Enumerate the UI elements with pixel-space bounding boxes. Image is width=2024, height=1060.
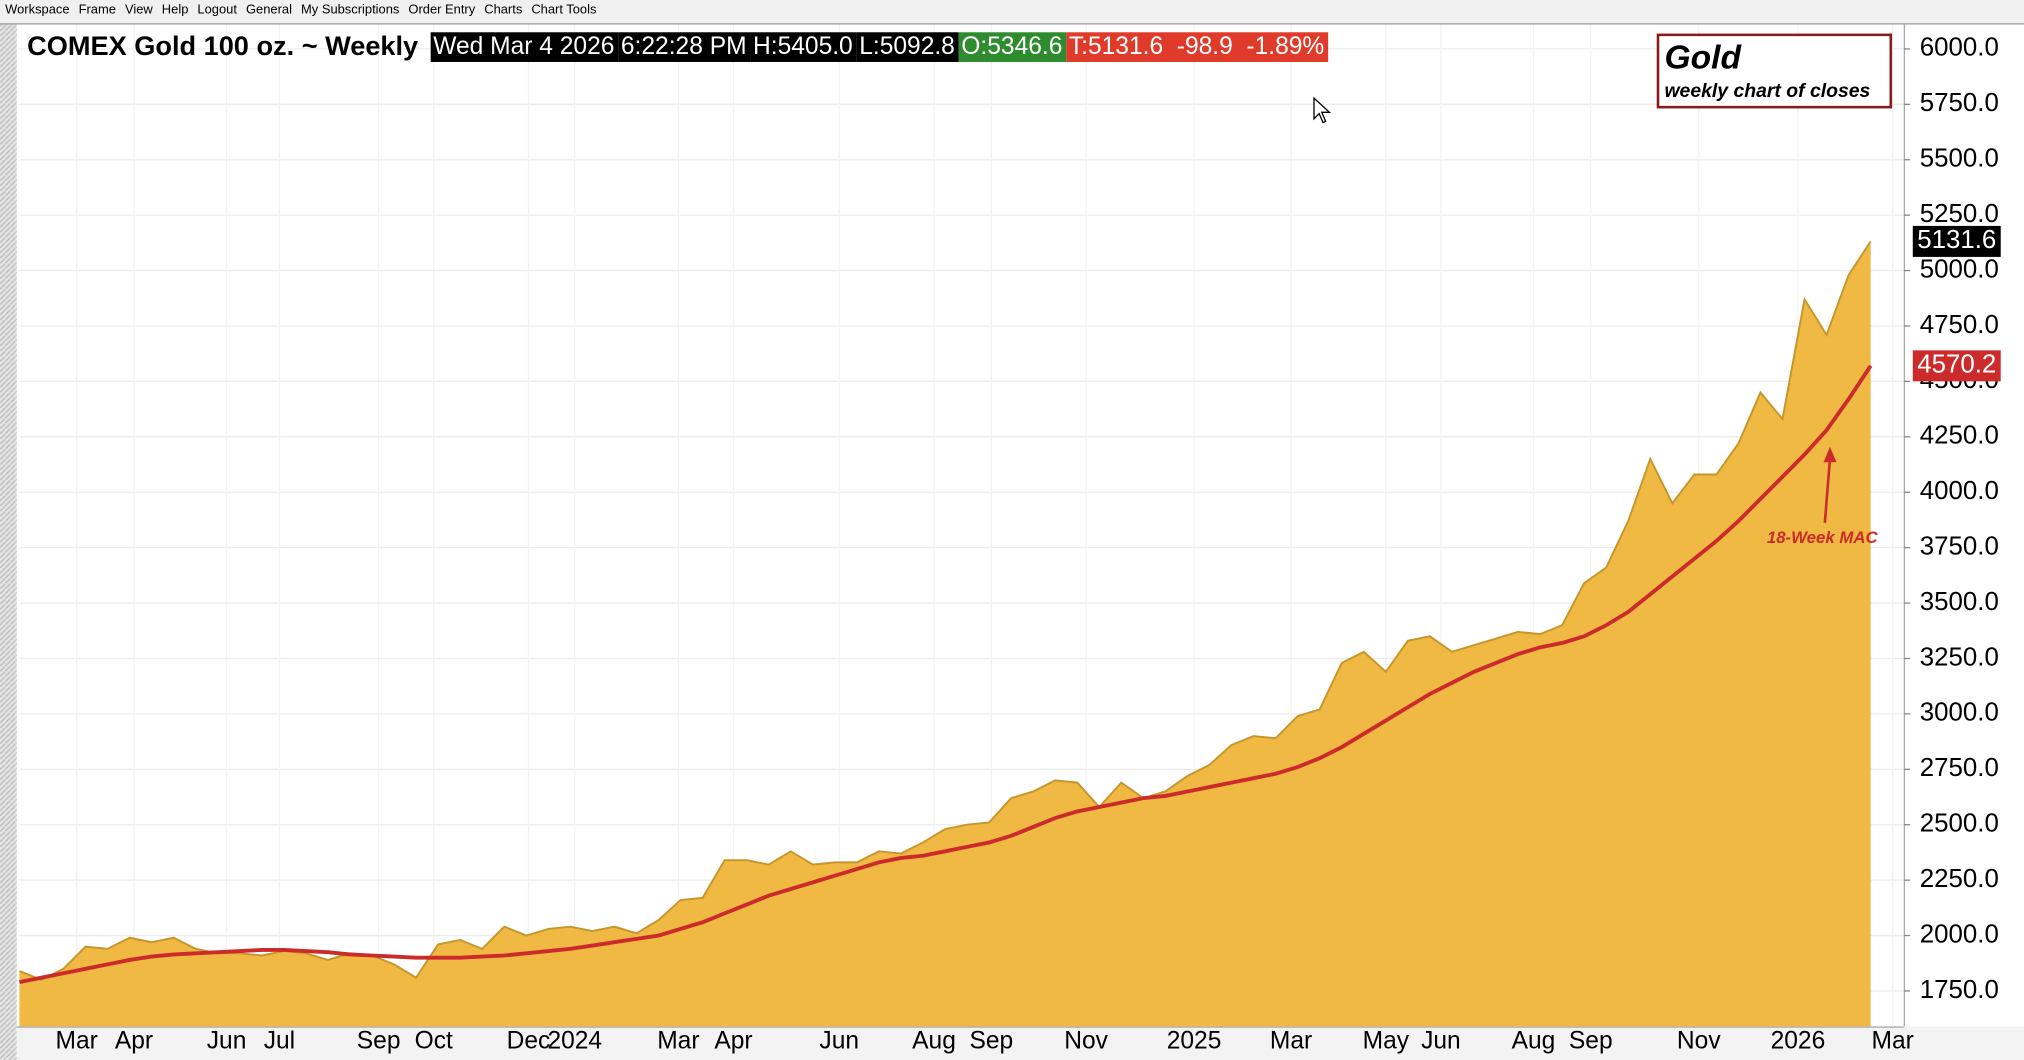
x-tick-label: Sep (357, 1027, 401, 1054)
price-axis (1903, 24, 2024, 1060)
x-tick-label: Apr (714, 1027, 752, 1054)
price-label: 4570.2 (1917, 351, 1996, 379)
close-line (19, 240, 1872, 981)
ma-line (19, 364, 1873, 984)
y-tick-label: 1750.0 (1920, 976, 1999, 1004)
menu-item[interactable]: Help (162, 2, 189, 17)
menu-item[interactable]: Workspace (5, 2, 69, 17)
quote-box (1066, 32, 1329, 62)
y-tick-label: 6000.0 (1920, 34, 1999, 62)
price-label: 5131.6 (1917, 226, 1996, 254)
quote-box (750, 32, 857, 62)
cursor (1313, 96, 1332, 124)
quote-high: H:5405.0 (753, 33, 853, 60)
menu-item[interactable]: General (246, 2, 292, 17)
menu-item[interactable]: My Subscriptions (301, 2, 399, 17)
menu-item[interactable]: Order Entry (408, 2, 475, 17)
x-tick-label: Mar (1270, 1027, 1312, 1054)
x-tick-label: Apr (115, 1027, 153, 1054)
price-tag (1912, 350, 2001, 382)
x-tick-label: Mar (1872, 1027, 1914, 1054)
close-area (19, 241, 1871, 1027)
y-tick-label: 5500.0 (1920, 145, 1999, 173)
y-tick-label: 4000.0 (1920, 477, 1999, 505)
x-tick-label: Oct (415, 1027, 453, 1054)
y-tick-label: 5250.0 (1920, 200, 1999, 228)
x-tick-label: 2026 (1771, 1027, 1826, 1054)
quote-box (958, 32, 1067, 62)
y-tick-label: 5000.0 (1920, 255, 1999, 283)
y-tick-label: 2250.0 (1920, 865, 1999, 893)
legend-box (1656, 33, 1893, 109)
quote-low: L:5092.8 (859, 33, 955, 60)
y-tick-label: 3500.0 (1920, 588, 1999, 616)
x-tick-label: Jul (264, 1027, 295, 1054)
quote-box (430, 32, 619, 62)
annotation-arrow (1823, 458, 1832, 524)
annotation: 18-Week MAC (1767, 528, 1879, 547)
x-tick-label: Nov (1677, 1027, 1721, 1054)
menu-item[interactable]: View (125, 2, 153, 17)
arrow-head (1823, 446, 1837, 463)
y-tick-label: 3250.0 (1920, 643, 1999, 671)
quote-open: O:5346.6 (961, 33, 1062, 60)
x-tick-label: Sep (1569, 1027, 1613, 1054)
quote-date: Wed Mar 4 2026 (433, 33, 614, 60)
x-tick-label: Jun (819, 1027, 859, 1054)
y-tick-label: 5750.0 (1920, 89, 1999, 117)
y-tick-label: 4250.0 (1920, 422, 1999, 450)
x-tick-label: Aug (1512, 1027, 1556, 1054)
y-tick-label: 2500.0 (1920, 810, 1999, 838)
x-tick-label: May (1363, 1027, 1410, 1054)
x-tick-label: Aug (912, 1027, 956, 1054)
quote-box (856, 32, 959, 62)
y-tick-label: 4750.0 (1920, 311, 1999, 339)
menu-item[interactable]: Frame (79, 2, 116, 17)
x-tick-label: Sep (969, 1027, 1013, 1054)
y-tick-label: 2000.0 (1920, 920, 1999, 948)
y-tick-label: 3000.0 (1920, 699, 1999, 727)
legend-title: Gold (1664, 39, 1742, 76)
y-tick-label: 3750.0 (1920, 532, 1999, 560)
menu-item[interactable]: Chart Tools (531, 2, 596, 17)
x-tick-label: Jun (207, 1027, 247, 1054)
quote-last: T:5131.6 -98.9 -1.89% (1069, 33, 1324, 60)
menu-item[interactable]: Logout (197, 2, 237, 17)
x-tick-label: Dec (507, 1027, 551, 1054)
x-tick-label: 2025 (1167, 1027, 1222, 1054)
left-strip (0, 24, 17, 1060)
x-tick-label: Mar (657, 1027, 699, 1054)
symbol: COMEX Gold 100 oz. ~ Weekly (27, 30, 418, 61)
legend-subtitle: weekly chart of closes (1664, 80, 1870, 102)
x-tick-label: Nov (1064, 1027, 1108, 1054)
menu-item[interactable]: Charts (484, 2, 522, 17)
x-tick-label: Mar (56, 1027, 98, 1054)
quote-time: 6:22:28 PM (621, 33, 747, 60)
quote-box (618, 32, 751, 62)
time-axis (16, 1026, 2024, 1060)
price-tag (1912, 225, 2001, 257)
x-tick-label: 2024 (547, 1027, 602, 1054)
y-tick-label: 2750.0 (1920, 754, 1999, 782)
menu-bar (0, 0, 2024, 24)
x-tick-label: Jun (1421, 1027, 1461, 1054)
